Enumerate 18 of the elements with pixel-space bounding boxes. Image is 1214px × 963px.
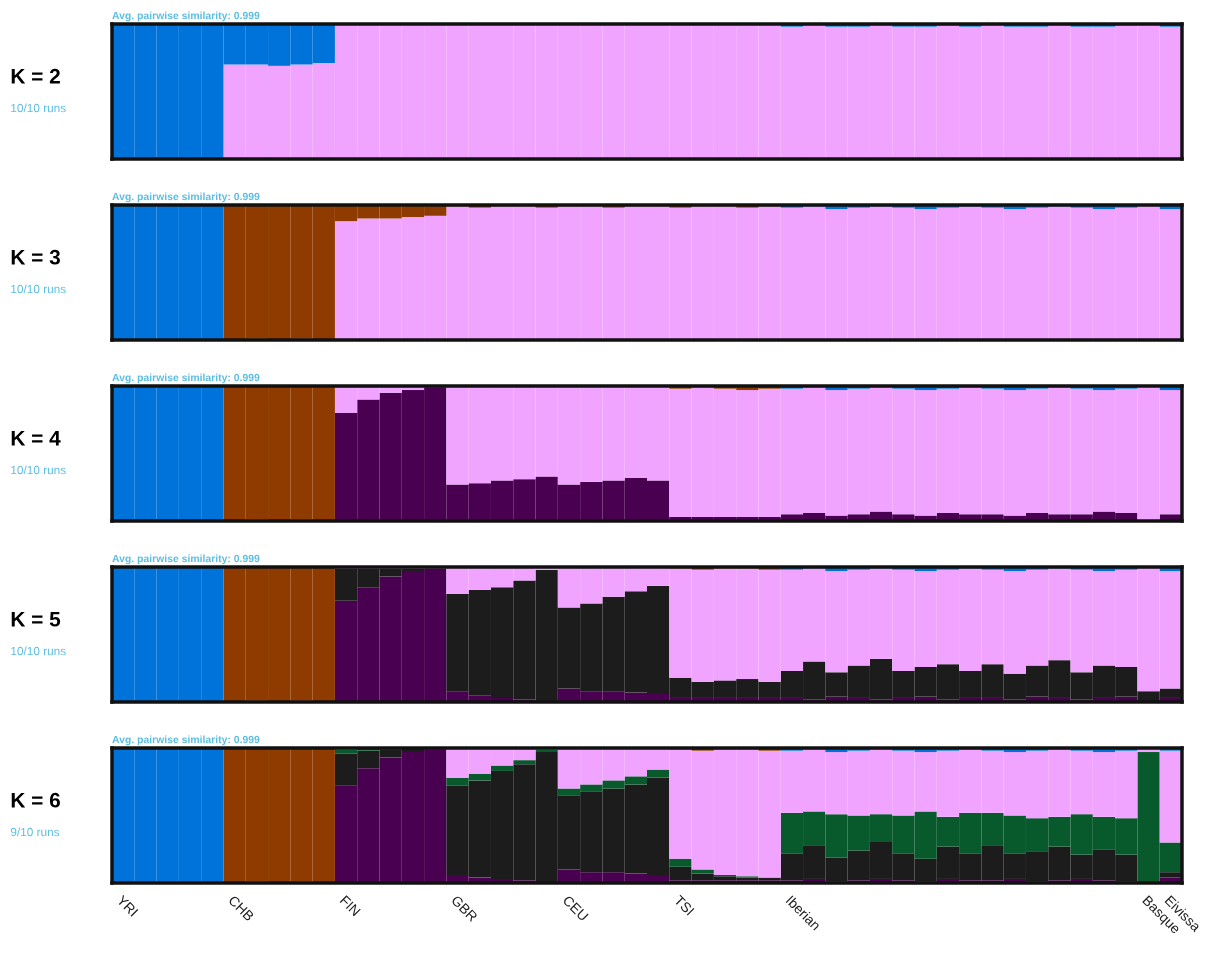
text: K = 2 [11,68,60,84]
x-tick-label: FIN [339,895,361,917]
chart-subtitle: Avg. pairwise similarity: 0.999 [112,192,260,203]
chart-subtitle: Avg. pairwise similarity: 0.999 [112,373,260,384]
x-tick-label: YRI [116,894,139,917]
x-tick-label: TSI [673,894,695,916]
chart-subtitle: Avg. pairwise similarity: 0.999 [112,11,260,22]
text: K = 3 [11,249,60,265]
chart-subtitle: Avg. pairwise similarity: 0.999 [112,735,260,746]
text: 10/10 runs [11,103,66,113]
text: K = 4 [11,431,61,446]
text: 9/10 runs [10,827,60,837]
chart-subtitle: Avg. pairwise similarity: 0.999 [112,554,260,565]
text: 10/10 runs [11,284,66,294]
text: K = 5 [11,612,61,627]
text: K = 6 [11,792,60,808]
text: 10/10 runs [11,465,66,475]
text: 10/10 runs [11,646,66,656]
